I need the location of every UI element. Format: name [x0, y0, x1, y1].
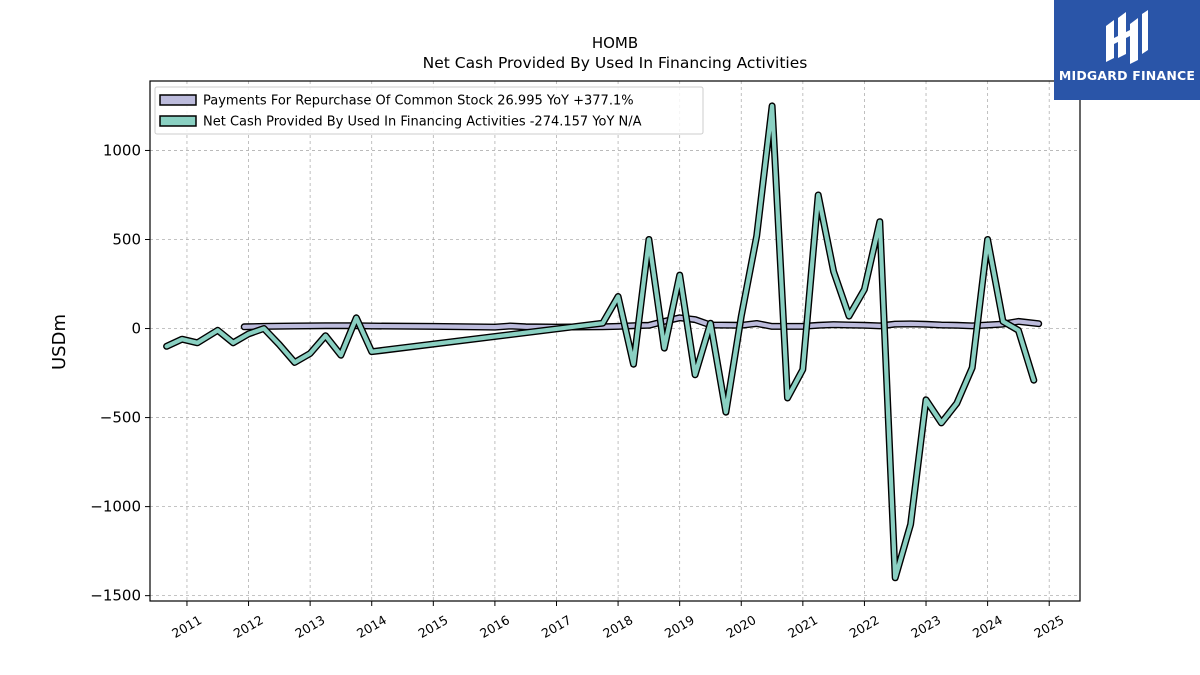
x-tick-label: 2013 — [292, 612, 327, 641]
y-axis: −1500 −1000 −500 0 500 1000 — [90, 141, 150, 605]
x-axis: 2011 2012 2013 2014 2015 2016 2017 2018 2019 2020… — [169, 601, 1066, 641]
series-lines — [163, 102, 1043, 582]
legend-swatch-financing — [159, 115, 197, 127]
y-tick-label: −1000 — [90, 498, 141, 516]
y-axis-label: USDm — [49, 314, 70, 370]
brand-name: MIDGARD FINANCE — [1058, 68, 1196, 83]
x-tick-label: 2024 — [970, 612, 1005, 641]
y-tick-label: 0 — [131, 320, 141, 338]
x-tick-label: 2014 — [354, 612, 389, 641]
x-tick-label: 2023 — [908, 612, 943, 641]
chart-title: HOMB — [592, 34, 638, 52]
legend: Payments For Repurchase Of Common Stock … — [154, 86, 704, 135]
grid — [150, 81, 1080, 601]
y-tick-label: −1500 — [90, 587, 141, 605]
brand-logo: MIDGARD FINANCE — [1054, 0, 1200, 100]
x-tick-label: 2017 — [539, 612, 574, 641]
x-tick-label: 2018 — [600, 612, 635, 641]
x-tick-label: 2022 — [847, 612, 882, 641]
plot-frame — [149, 80, 1081, 602]
legend-swatch-repurchase — [159, 94, 197, 106]
legend-label-repurchase: Payments For Repurchase Of Common Stock … — [203, 94, 634, 109]
x-tick-label: 2012 — [231, 612, 266, 641]
x-tick-label: 2016 — [477, 612, 512, 641]
y-tick-label: 1000 — [103, 141, 141, 159]
x-tick-label: 2021 — [785, 612, 820, 641]
x-tick-label: 2020 — [723, 612, 758, 641]
x-tick-label: 2025 — [1031, 612, 1066, 641]
x-tick-label: 2019 — [662, 612, 697, 641]
brand-mark-icon — [1106, 10, 1148, 64]
legend-box — [154, 86, 704, 135]
y-tick-label: 500 — [112, 230, 141, 248]
y-tick-label: −500 — [100, 409, 141, 427]
series-financing — [163, 102, 1038, 582]
x-tick-label: 2015 — [416, 612, 451, 641]
legend-label-financing: Net Cash Provided By Used In Financing A… — [203, 115, 642, 130]
x-tick-label: 2011 — [169, 612, 204, 641]
series-line — [164, 103, 1036, 580]
chart-subtitle: Net Cash Provided By Used In Financing A… — [423, 54, 808, 72]
